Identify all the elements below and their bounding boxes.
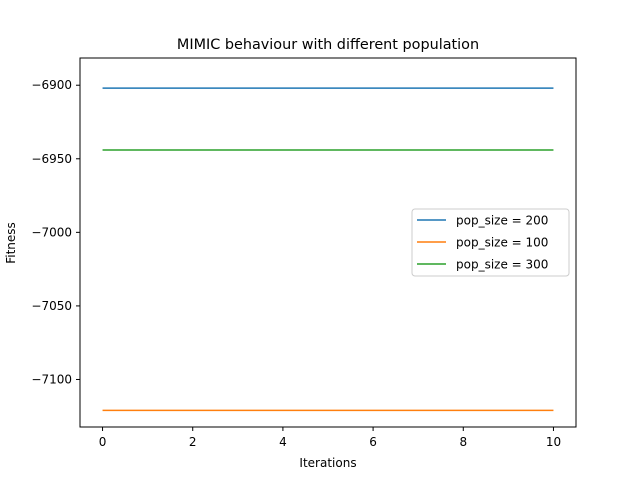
legend-label: pop_size = 200 xyxy=(456,214,548,228)
x-tick-label: 8 xyxy=(459,435,467,449)
x-tick-label: 10 xyxy=(546,435,561,449)
x-tick-label: 0 xyxy=(99,435,107,449)
legend-label: pop_size = 100 xyxy=(456,236,548,250)
x-axis-label: Iterations xyxy=(299,456,356,470)
y-tick-label: −7000 xyxy=(31,225,72,239)
plot-area-frame xyxy=(79,57,577,428)
y-tick-label: −7050 xyxy=(31,299,72,313)
legend: pop_size = 200 pop_size = 100 pop_size = 3… xyxy=(411,208,570,277)
legend-frame xyxy=(411,208,570,277)
y-tick-label: −6950 xyxy=(31,152,72,166)
y-tick-label: −7100 xyxy=(31,372,72,386)
x-tick-label: 6 xyxy=(369,435,377,449)
x-tick-label: 4 xyxy=(279,435,287,449)
axis-ticks: 0 2 4 6 8 10 −6900 −6950 −7000 −7050 −7100 xyxy=(31,78,561,449)
legend-label: pop_size = 300 xyxy=(456,258,548,272)
plot-series xyxy=(102,87,554,412)
y-tick-label: −6900 xyxy=(31,78,72,92)
chart-title: MIMIC behaviour with different populatio… xyxy=(177,37,479,53)
x-tick-label: 2 xyxy=(189,435,197,449)
y-axis-label: Fitness xyxy=(4,222,18,264)
